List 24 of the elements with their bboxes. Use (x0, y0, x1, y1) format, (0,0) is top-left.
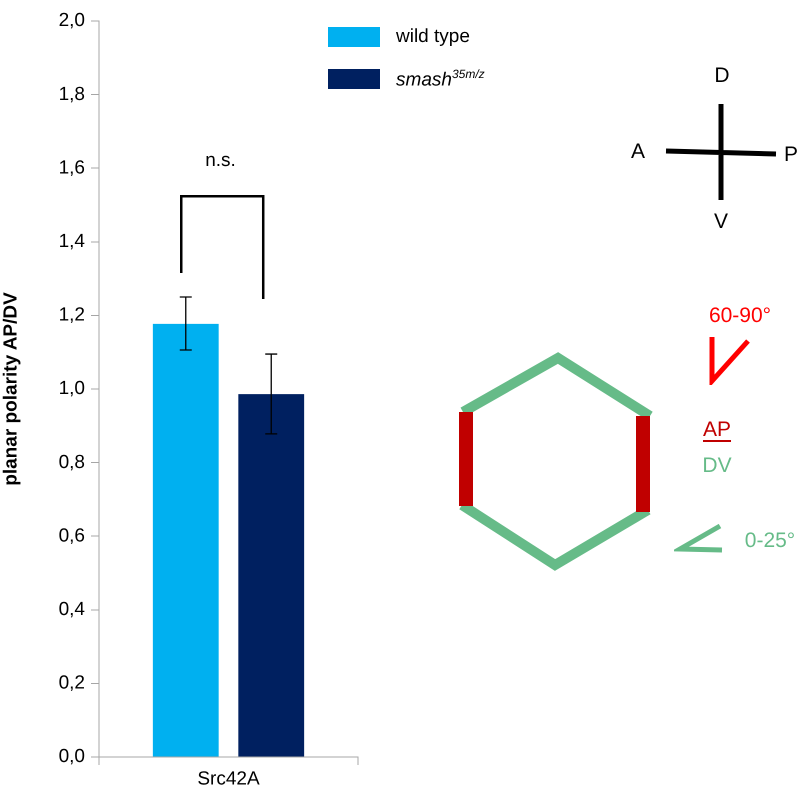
text: P (784, 143, 798, 167)
legend-label: smash$^{35m/z}$ (396, 66, 485, 92)
annotation: n.s. (205, 150, 236, 172)
y-tick-label: 0,4 (58, 599, 86, 620)
y-tick-label: 0,0 (58, 746, 85, 768)
y-tick-label: 1,8 (58, 84, 85, 105)
legend-label: wild type (396, 26, 470, 48)
text: 60-90° (708, 304, 772, 328)
y-tick-label: 0,8 (58, 452, 85, 473)
y-tick-label: 1,0 (58, 378, 85, 400)
text: A (630, 140, 646, 164)
y-tick-label: 1,4 (58, 231, 86, 252)
text: D (714, 64, 730, 88)
y-tick-label: 1,6 (58, 157, 85, 178)
y-tick-label: 1,2 (58, 304, 85, 326)
text: AP (702, 418, 732, 442)
text: DV (702, 454, 732, 478)
text: 0-25° (744, 529, 796, 553)
y-tick-label: 2,0 (58, 10, 85, 32)
x-tick-label: Src42A (197, 768, 260, 790)
y-axis-title: planar polarity AP/DV (0, 292, 22, 486)
text: V (714, 210, 728, 234)
y-tick-label: 0,6 (58, 525, 85, 546)
y-tick-label: 0,2 (58, 672, 85, 694)
